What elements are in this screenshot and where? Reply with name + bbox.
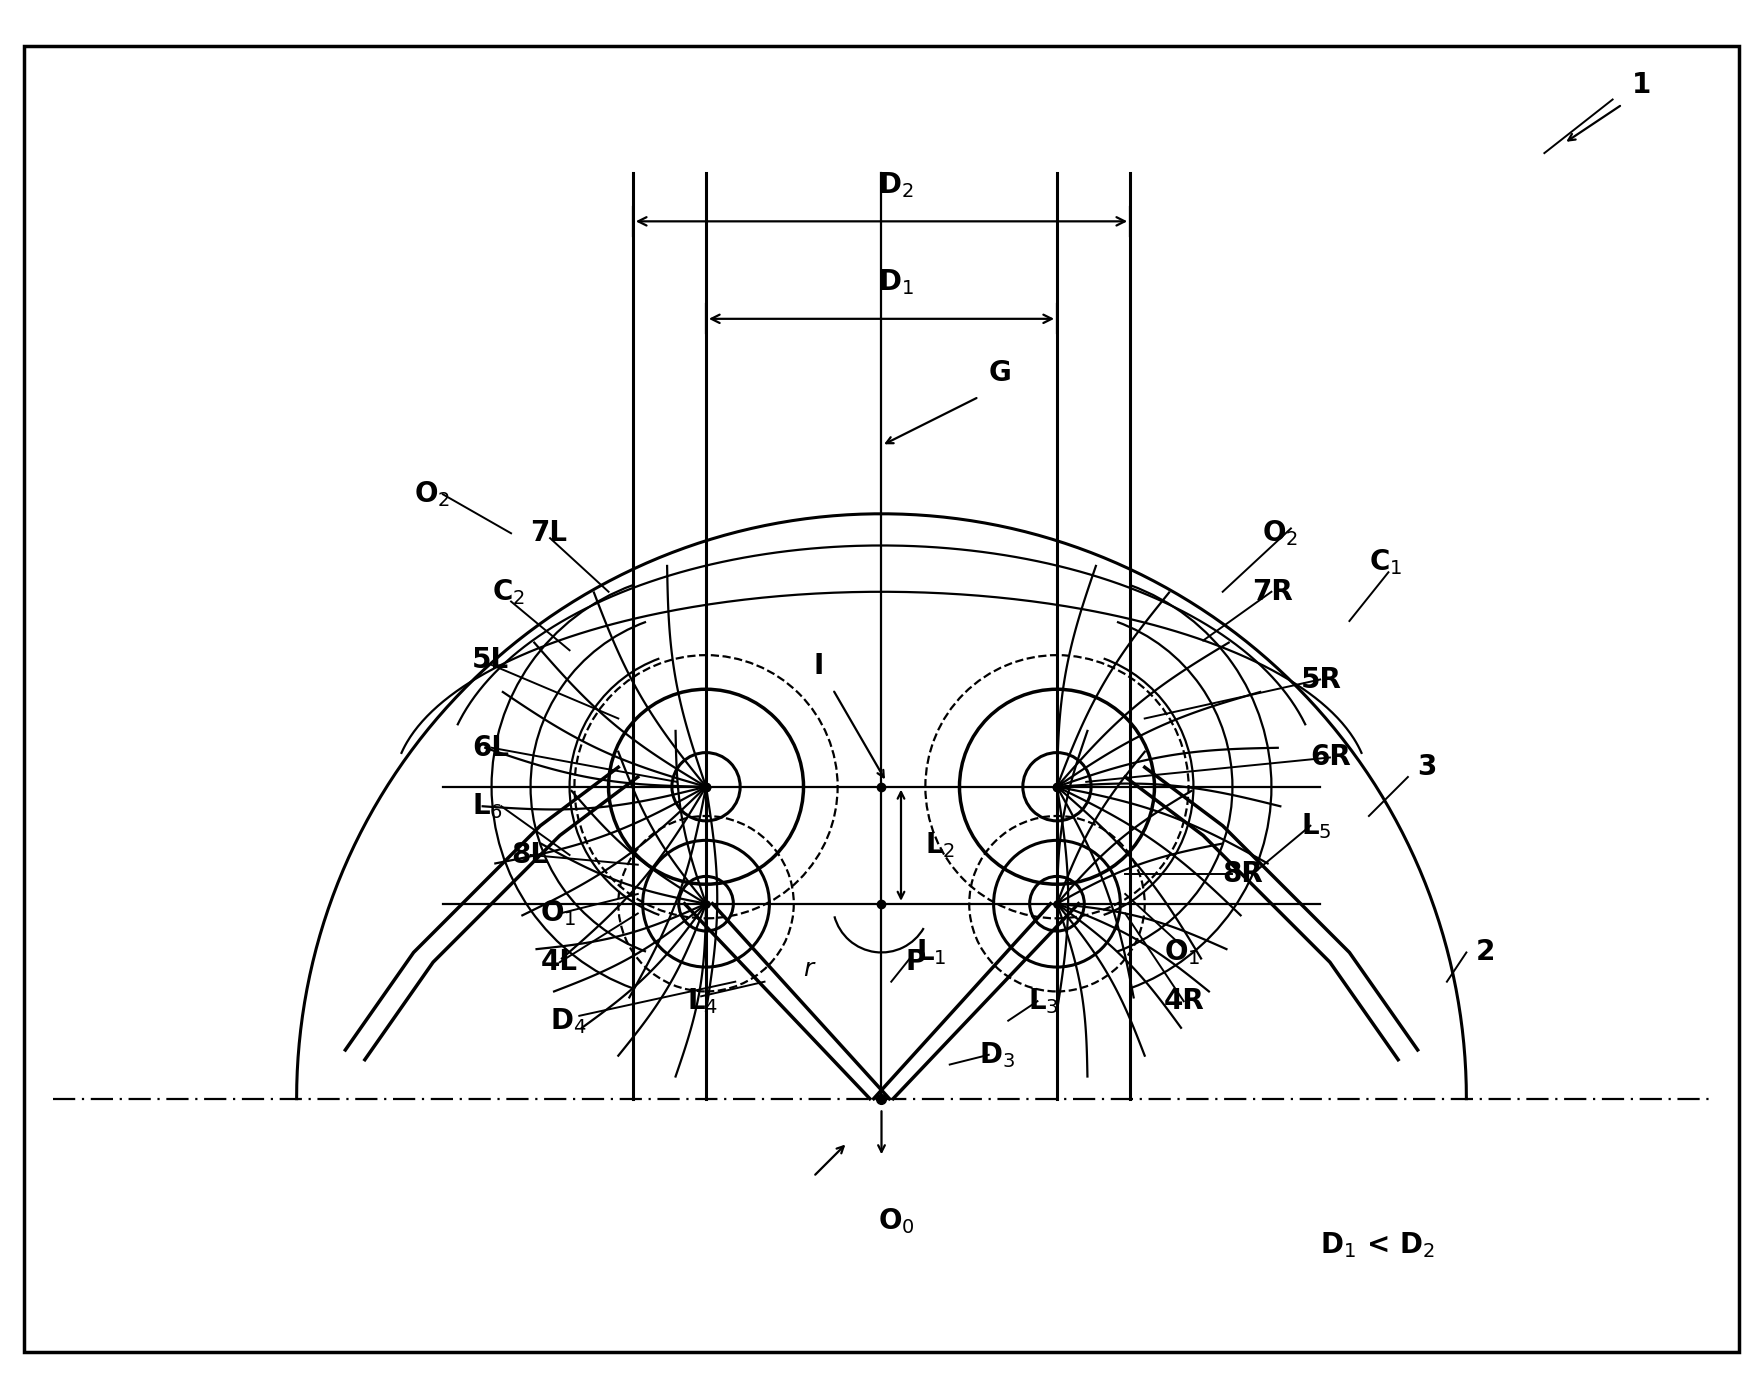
Text: r: r (804, 958, 813, 981)
Text: L$_{6}$: L$_{6}$ (472, 791, 502, 821)
Text: O$_{2}$: O$_{2}$ (414, 480, 450, 509)
Text: O$_{1}$: O$_{1}$ (539, 899, 577, 928)
Text: 4R: 4R (1164, 987, 1204, 1015)
Text: 3: 3 (1417, 754, 1437, 781)
Text: G: G (989, 359, 1012, 387)
Text: 7L: 7L (531, 519, 568, 547)
Text: O$_0$: O$_0$ (878, 1206, 915, 1236)
Text: 2: 2 (1476, 938, 1495, 966)
Text: I: I (813, 651, 823, 679)
Text: 7R: 7R (1252, 577, 1292, 605)
Text: D$_1$: D$_1$ (878, 267, 913, 298)
Text: 6R: 6R (1310, 744, 1350, 772)
Text: 1: 1 (1633, 71, 1652, 99)
Text: C$_{1}$: C$_{1}$ (1368, 548, 1402, 577)
Text: 8R: 8R (1224, 860, 1264, 889)
Text: P: P (906, 948, 926, 976)
Text: L$_{4}$: L$_{4}$ (686, 987, 718, 1016)
Text: 5R: 5R (1301, 665, 1342, 693)
Text: 8L: 8L (511, 842, 548, 870)
Text: C$_{2}$: C$_{2}$ (492, 577, 525, 607)
Text: O$_{2}$: O$_{2}$ (1262, 519, 1298, 548)
Text: 5L: 5L (472, 646, 510, 674)
Text: L$_{5}$: L$_{5}$ (1301, 811, 1331, 840)
Text: D$_{3}$: D$_{3}$ (978, 1040, 1015, 1069)
Text: L$_{3}$: L$_{3}$ (1028, 987, 1058, 1016)
Text: L$_{1}$: L$_{1}$ (915, 938, 947, 967)
Text: 4L: 4L (539, 948, 577, 976)
Text: L$_2$: L$_2$ (926, 830, 956, 860)
Text: D$_1$ < D$_2$: D$_1$ < D$_2$ (1320, 1230, 1435, 1260)
Text: D$_{4}$: D$_{4}$ (550, 1005, 587, 1036)
Text: D$_2$: D$_2$ (878, 171, 913, 200)
Text: O$_{1}$: O$_{1}$ (1164, 938, 1201, 967)
Text: 6L: 6L (472, 734, 510, 762)
